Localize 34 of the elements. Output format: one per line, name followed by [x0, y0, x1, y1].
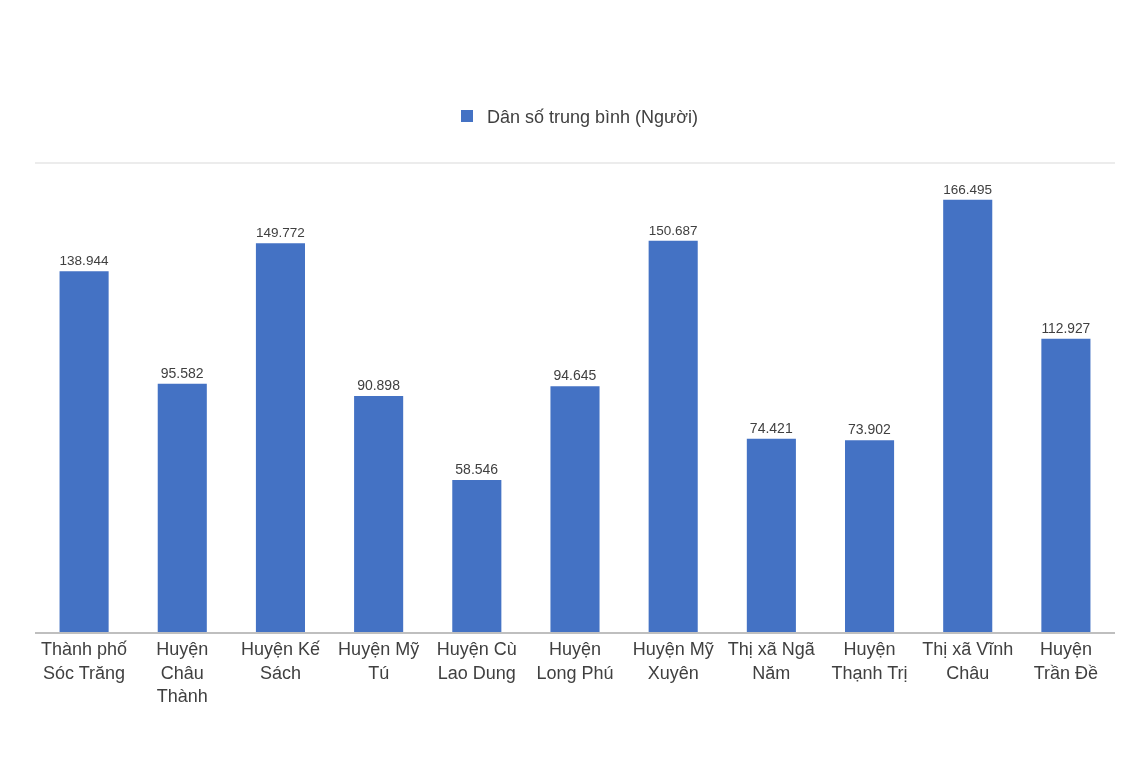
bar — [1041, 338, 1091, 632]
data-label: 150.687 — [648, 222, 698, 238]
data-label: 94.645 — [553, 367, 597, 384]
data-label: 90.898 — [357, 377, 401, 394]
x-tick-label: Thị xã Vĩnh Châu — [922, 639, 1014, 683]
x-tick-label: Huyện Mỹ Xuyên — [632, 639, 714, 683]
bar — [550, 386, 600, 632]
x-tick-label: Huyện Long Phú — [536, 639, 614, 683]
x-tick-label: Thành phố Sóc Trăng — [41, 639, 128, 683]
data-label: 74.421 — [749, 419, 793, 436]
data-label: 112.927 — [1041, 320, 1091, 336]
bar — [354, 396, 404, 632]
bar — [255, 243, 305, 632]
data-label: 58.546 — [455, 461, 499, 477]
data-label: 138.944 — [59, 253, 109, 269]
x-tick-label: Huyện Thạnh Trị — [831, 639, 908, 683]
legend-label: Dân số trung bình (Người) — [487, 107, 698, 128]
bar — [746, 438, 796, 632]
bar — [648, 240, 698, 632]
x-tick-label: Huyện Châu Thành — [156, 639, 209, 707]
data-label: 149.772 — [255, 225, 305, 241]
bar — [943, 199, 993, 632]
data-label: 95.582 — [160, 364, 204, 381]
x-tick-label: Huyện Mỹ Tú — [338, 639, 420, 683]
x-tick-label: Huyện Kế Sách — [240, 639, 320, 683]
bar — [452, 480, 502, 632]
x-tick-label: Thị xã Ngã Năm — [727, 639, 816, 683]
x-tick-label: Huyện Cù Lao Dung — [436, 639, 517, 683]
x-tick-label: Huyện Trần Đề — [1033, 639, 1099, 683]
data-label: 166.495 — [943, 181, 993, 197]
bar — [157, 383, 207, 632]
data-label: 73.902 — [848, 421, 892, 438]
bar — [59, 271, 109, 632]
bar — [845, 440, 895, 632]
